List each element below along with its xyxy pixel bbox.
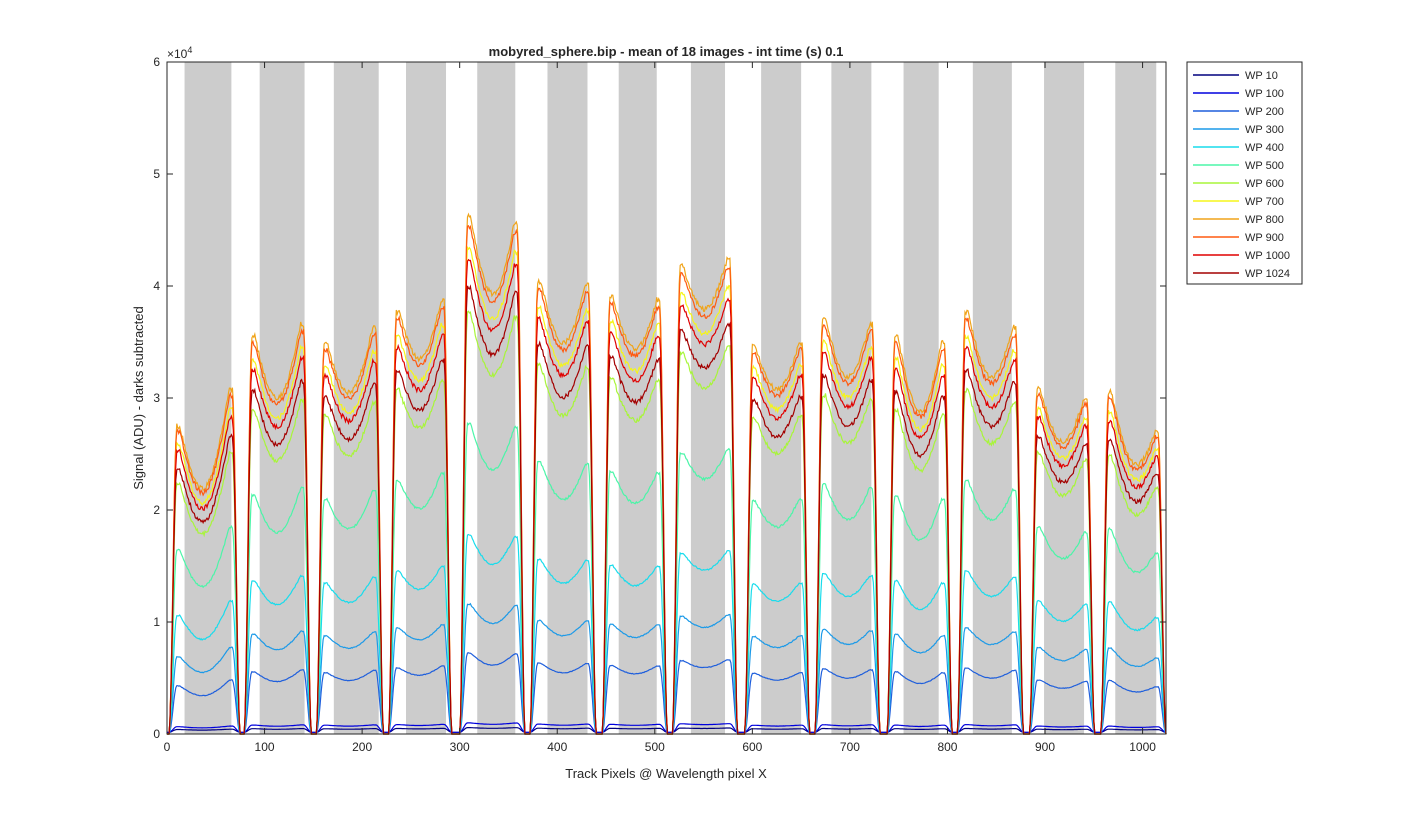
- x-tick-label: 0: [164, 740, 171, 754]
- shaded-band: [761, 62, 802, 734]
- x-tick-label: 300: [450, 740, 470, 754]
- legend-label: WP 600: [1245, 178, 1284, 190]
- legend-label: WP 200: [1245, 106, 1284, 118]
- legend-label: WP 900: [1245, 232, 1284, 244]
- legend-label: WP 300: [1245, 124, 1284, 136]
- shaded-band: [184, 62, 232, 734]
- plot-lines: [167, 212, 1167, 735]
- shaded-bands: [184, 62, 1157, 734]
- shaded-band: [333, 62, 379, 734]
- shaded-band: [1044, 62, 1085, 734]
- legend-box: [1186, 61, 1303, 285]
- legend-label: WP 1024: [1245, 268, 1290, 280]
- legend-label: WP 800: [1245, 214, 1284, 226]
- y-tick-label: 1: [153, 615, 160, 629]
- legend-label: WP 400: [1245, 142, 1284, 154]
- shaded-band: [477, 62, 516, 734]
- y-tick-label: 2: [153, 503, 160, 517]
- y-axis-ticks: 0 1 2 3 4 5 6: [153, 55, 1166, 741]
- shaded-band: [690, 62, 726, 734]
- y-tick-label: 3: [153, 391, 160, 405]
- y-axis-multiplier-base: ×10: [167, 47, 188, 61]
- y-axis-label: Signal (ADU) - darks subtracted: [131, 306, 146, 490]
- x-tick-label: 900: [1035, 740, 1055, 754]
- x-tick-label: 100: [255, 740, 275, 754]
- chart-title: mobyred_sphere.bip - mean of 18 images -…: [489, 44, 844, 59]
- y-tick-label: 5: [153, 167, 160, 181]
- y-tick-label: 6: [153, 55, 160, 69]
- x-tick-label: 1000: [1129, 740, 1156, 754]
- shaded-band: [547, 62, 588, 734]
- x-axis-ticks: 0 100 200 300 400 500 600 700 800 900 1000: [164, 62, 1156, 754]
- y-tick-label: 0: [153, 727, 160, 741]
- y-axis-multiplier-exponent: 4: [187, 45, 192, 55]
- series-line: [167, 284, 1167, 735]
- shaded-band: [406, 62, 447, 734]
- shaded-band: [1115, 62, 1157, 734]
- legend: WP 10 WP 100 WP 200 WP 300 WP 400 WP 500 WP 60…: [1186, 61, 1303, 285]
- y-axis-multiplier: ×104: [167, 45, 192, 61]
- legend-label: WP 500: [1245, 160, 1284, 172]
- legend-label: WP 700: [1245, 196, 1284, 208]
- x-tick-label: 700: [840, 740, 860, 754]
- x-tick-label: 600: [742, 740, 762, 754]
- legend-label: WP 10: [1245, 70, 1278, 82]
- x-tick-label: 500: [645, 740, 665, 754]
- legend-label: WP 100: [1245, 88, 1284, 100]
- x-axis-label: Track Pixels @ Wavelength pixel X: [565, 766, 767, 781]
- x-tick-label: 200: [352, 740, 372, 754]
- x-tick-label: 400: [547, 740, 567, 754]
- y-tick-label: 4: [153, 279, 160, 293]
- x-tick-label: 800: [937, 740, 957, 754]
- legend-label: WP 1000: [1245, 250, 1290, 262]
